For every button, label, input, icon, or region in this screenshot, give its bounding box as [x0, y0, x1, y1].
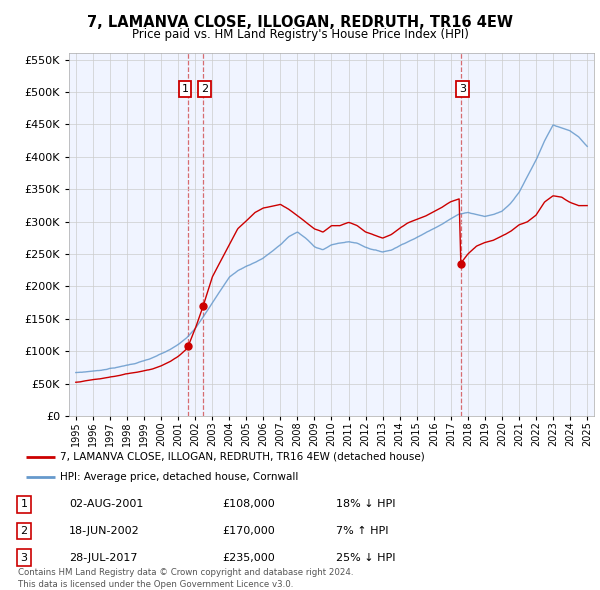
Text: 18% ↓ HPI: 18% ↓ HPI — [336, 500, 395, 509]
Text: £170,000: £170,000 — [222, 526, 275, 536]
Text: 02-AUG-2001: 02-AUG-2001 — [69, 500, 143, 509]
Text: 3: 3 — [459, 84, 466, 94]
Text: 3: 3 — [20, 553, 28, 562]
Text: HPI: Average price, detached house, Cornwall: HPI: Average price, detached house, Corn… — [60, 472, 299, 481]
Text: 28-JUL-2017: 28-JUL-2017 — [69, 553, 137, 562]
Text: £235,000: £235,000 — [222, 553, 275, 562]
Text: 7, LAMANVA CLOSE, ILLOGAN, REDRUTH, TR16 4EW: 7, LAMANVA CLOSE, ILLOGAN, REDRUTH, TR16… — [87, 15, 513, 30]
Text: 7% ↑ HPI: 7% ↑ HPI — [336, 526, 389, 536]
Text: Contains HM Land Registry data © Crown copyright and database right 2024.
This d: Contains HM Land Registry data © Crown c… — [18, 568, 353, 589]
Text: 18-JUN-2002: 18-JUN-2002 — [69, 526, 140, 536]
Text: 1: 1 — [20, 500, 28, 509]
Text: 7, LAMANVA CLOSE, ILLOGAN, REDRUTH, TR16 4EW (detached house): 7, LAMANVA CLOSE, ILLOGAN, REDRUTH, TR16… — [60, 452, 425, 461]
Text: 1: 1 — [181, 84, 188, 94]
Text: Price paid vs. HM Land Registry's House Price Index (HPI): Price paid vs. HM Land Registry's House … — [131, 28, 469, 41]
Text: £108,000: £108,000 — [222, 500, 275, 509]
Text: 2: 2 — [20, 526, 28, 536]
Text: 2: 2 — [201, 84, 208, 94]
Text: 25% ↓ HPI: 25% ↓ HPI — [336, 553, 395, 562]
